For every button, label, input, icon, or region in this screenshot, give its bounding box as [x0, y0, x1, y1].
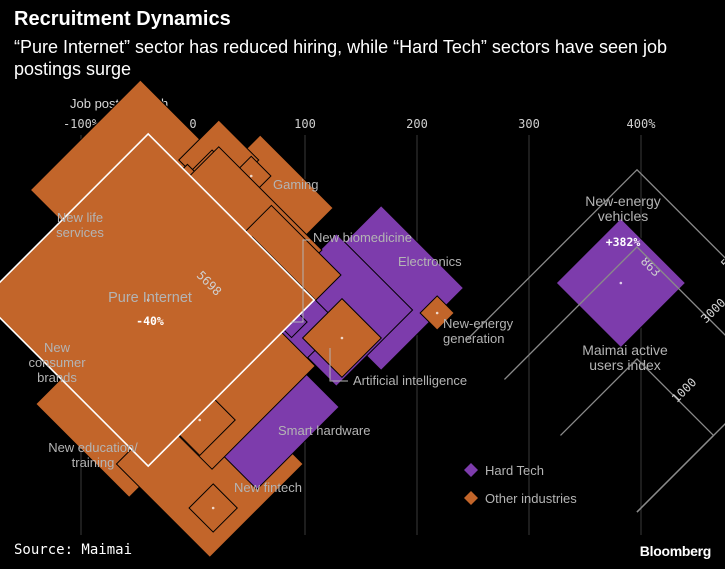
size-legend-value: 3000	[698, 296, 725, 326]
x-tick-label: 300	[518, 117, 540, 131]
bloomberg-logo: Bloomberg	[639, 543, 712, 559]
size-legend-title: Maimai active users index	[582, 342, 668, 373]
leader-line	[291, 239, 310, 323]
label-new-consumer-brands: New consumer brands	[28, 340, 86, 385]
marker-center-dot	[146, 298, 150, 302]
label-new-energy-generation: New-energy generation	[443, 316, 514, 346]
marker-center-dot	[340, 336, 344, 340]
marker-center-dot	[619, 281, 623, 285]
leader-line	[329, 348, 348, 382]
label-new-energy-vehicles: New-energy vehicles	[585, 193, 660, 224]
legend-swatch-other-industries	[464, 491, 478, 505]
chart-subtitle: “Pure Internet” sector has reduced hirin…	[14, 37, 667, 79]
size-legend-value: 1000	[669, 375, 699, 405]
size-legend-shape	[560, 358, 715, 513]
marker-new-energy-vehicles	[555, 217, 687, 349]
marker-center-dot	[198, 418, 202, 422]
label-electronics: Electronics	[398, 254, 462, 269]
marker-center-dot	[435, 311, 439, 315]
marker-point	[188, 483, 238, 533]
label-gaming: Gaming	[273, 177, 319, 192]
value-label-pure-internet: -40%	[136, 314, 164, 328]
x-tick-label: 200	[406, 117, 428, 131]
marker-center-dot	[249, 174, 253, 178]
label-pure-internet: Pure Internet	[108, 290, 192, 306]
marker-center-dot	[211, 506, 215, 510]
label-artificial-intelligence: Artificial intelligence	[353, 373, 467, 388]
x-tick-label: 400%	[627, 117, 657, 131]
size-legend-shape	[465, 168, 725, 513]
marker-new-energy-generation	[419, 295, 455, 331]
x-tick-label: -100%	[63, 117, 100, 131]
size-legend-value: 5000	[718, 241, 725, 271]
diamond-marker	[0, 132, 316, 468]
label-smart-hardware: Smart hardware	[278, 423, 370, 438]
value-label-new-energy-vehicles: +382%	[606, 235, 641, 249]
legend-label-other-industries: Other industries	[485, 491, 577, 506]
legend-label-hard-tech: Hard Tech	[485, 463, 544, 478]
label-new-biomedicine: New biomedicine	[313, 230, 412, 245]
label-new-education-training: New education/training	[48, 440, 138, 470]
marker-pure-internet	[0, 132, 316, 468]
marker-point	[301, 297, 383, 379]
x-tick-label: 100	[294, 117, 316, 131]
source-note: Source: Maimai	[14, 542, 133, 558]
chart-title: Recruitment Dynamics	[14, 8, 231, 30]
label-new-fintech: New fintech	[234, 480, 302, 495]
legend-swatch-hard-tech	[464, 463, 478, 477]
label-new-life-services: New life services	[56, 210, 104, 240]
x-tick-label: 0	[189, 117, 196, 131]
